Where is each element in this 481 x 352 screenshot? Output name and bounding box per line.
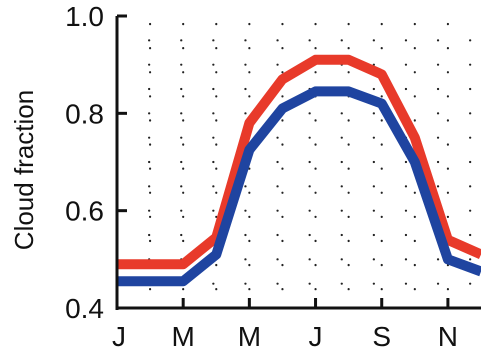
series-lines	[117, 54, 481, 287]
x-tick-label: S	[372, 321, 391, 352]
axes	[115, 16, 481, 310]
y-tick-label: 0.4	[65, 293, 104, 324]
series-line-2	[117, 86, 481, 287]
x-tick-label: J	[112, 321, 126, 352]
y-tick-label: 1.0	[65, 1, 104, 32]
y-tick-label: 0.8	[65, 98, 104, 129]
y-axis-label: Cloud fraction	[9, 90, 39, 250]
x-tick-label: M	[172, 321, 195, 352]
series-line-1	[117, 54, 481, 270]
x-tick-label: N	[438, 321, 458, 352]
y-tick-label: 0.6	[65, 196, 104, 227]
x-tick-label: J	[309, 321, 323, 352]
x-tick-label: M	[238, 321, 261, 352]
y-ticks: 0.4 0.6 0.8 1.0	[65, 1, 127, 324]
